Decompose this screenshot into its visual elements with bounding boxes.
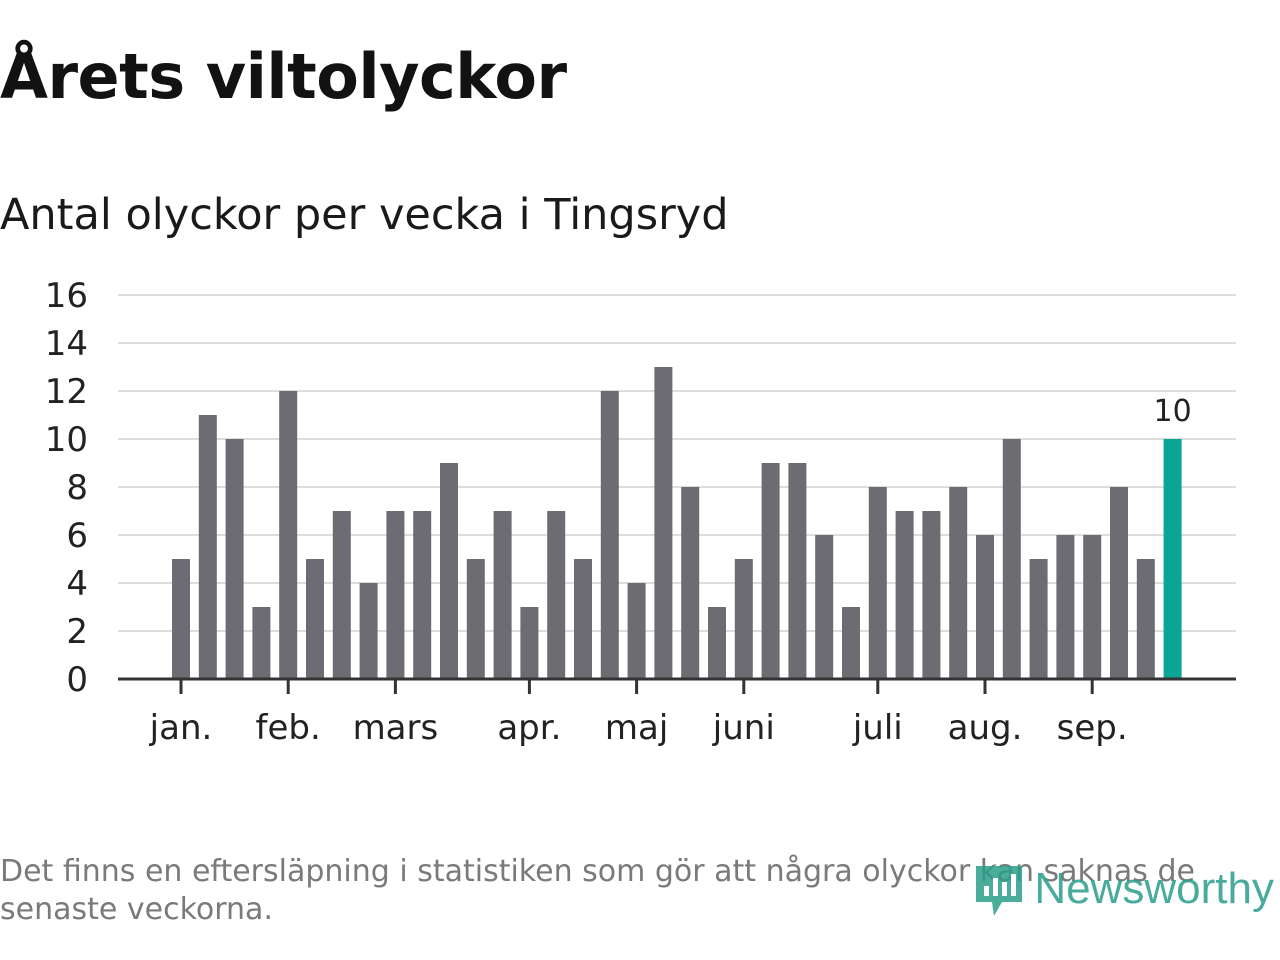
x-tick-label: mars [353,708,439,748]
y-tick-label: 2 [66,612,88,652]
x-tick-label: aug. [948,708,1023,748]
bar [654,367,673,679]
y-tick-label: 10 [45,420,88,460]
bar [922,511,941,679]
bar-highlight [1163,439,1182,679]
chart-title: Årets viltolyckor [0,40,567,113]
bar [279,391,298,679]
bar-chart: 0 2 4 6 8 10 12 14 16 jan. feb. mars apr. maj juni juli… [45,276,1236,748]
bar [788,463,807,679]
bar [815,535,834,679]
bar [1136,559,1155,679]
bar [198,415,217,679]
bar [413,511,432,679]
newsworthy-logo: Newsworthy [972,858,1274,920]
bar [895,511,914,679]
bar [574,559,592,679]
bar [520,607,539,679]
bar [359,583,378,679]
bar [172,559,190,679]
chart-subtitle: Antal olyckor per vecka i Tingsryd [0,190,729,240]
bar [1056,535,1075,679]
bar [627,583,646,679]
data-label: 10 [1154,394,1192,429]
bar [386,511,405,679]
bar [842,607,860,679]
bar [1002,439,1021,679]
y-tick-label: 6 [66,516,88,556]
y-tick-label: 4 [66,564,88,604]
bar [976,535,994,679]
y-tick-label: 14 [45,324,88,364]
x-tick-label: juli [852,708,903,748]
x-tick-label: feb. [256,708,321,748]
newsworthy-logo-text: Newsworthy [1034,864,1274,913]
bar [225,439,244,679]
x-tick-label: jan. [149,708,213,748]
bar [761,463,780,679]
x-tick-label: sep. [1057,708,1128,748]
bar [1083,535,1102,679]
x-tick-label: juni [712,708,775,748]
y-tick-label: 16 [45,276,88,316]
bar [681,487,700,679]
bar [949,487,968,679]
x-tick-label: maj [605,708,668,748]
y-tick-label: 0 [66,660,88,700]
bar [252,607,271,679]
bar [332,511,351,679]
newsworthy-logo-icon [976,866,1023,916]
bar [600,391,619,679]
bar [1029,559,1048,679]
bar [547,511,566,679]
y-tick-label: 12 [45,372,88,412]
x-tick-label: apr. [497,708,561,748]
y-tick-label: 8 [66,468,88,508]
bar [493,511,512,679]
bar [1110,487,1128,679]
bar [708,607,726,679]
bar [466,559,485,679]
bar [306,559,324,679]
bar [868,487,887,679]
bar [440,463,458,679]
bar [734,559,753,679]
